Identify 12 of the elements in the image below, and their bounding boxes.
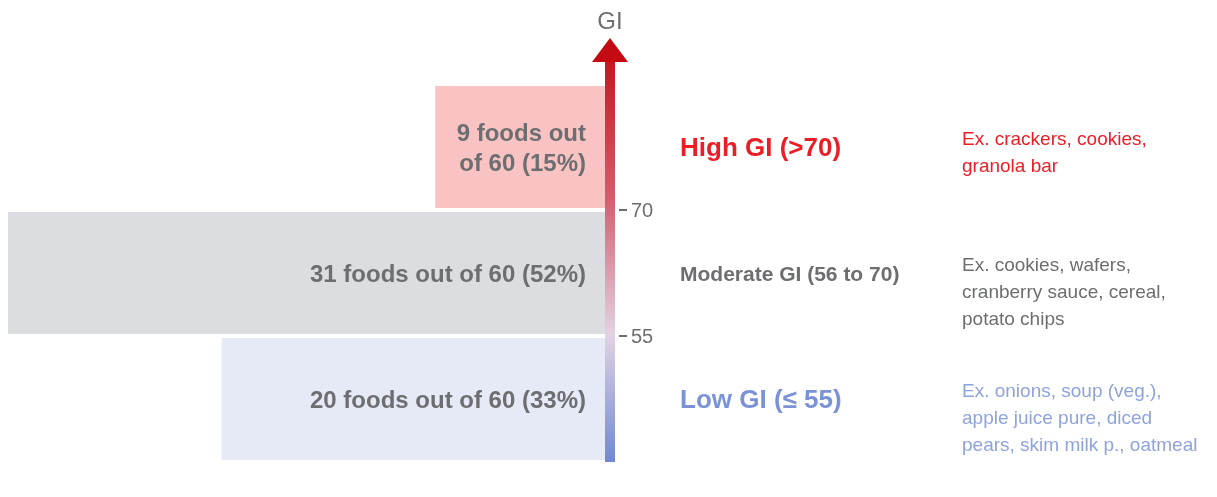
- y-tick-label: Moderate GI (56 to 70): [680, 261, 900, 285]
- text: Ex. onions, soup (veg.), apple juice pure, diced pears, skim milk p., oatmeal: [962, 380, 1198, 455]
- text: Ex. cookies, wafers, cranberry sauce, cereal, potato chips: [962, 254, 1166, 329]
- text: Ex. crackers, cookies, granola bar: [962, 128, 1147, 176]
- data-label: 9 foods out of 60 (15%): [456, 118, 586, 176]
- data-label: 31 foods out of 60 (52%): [309, 259, 586, 287]
- y-tick-label: High GI (>70): [680, 132, 842, 162]
- data-label: 20 foods out of 60 (33%): [309, 385, 586, 413]
- y-tick-label: Low GI (≤ 55): [680, 384, 842, 414]
- y2-tick-label: 70: [631, 199, 654, 221]
- y2-axis-title: GI: [597, 6, 623, 34]
- y2-tick-label: 55: [631, 325, 654, 347]
